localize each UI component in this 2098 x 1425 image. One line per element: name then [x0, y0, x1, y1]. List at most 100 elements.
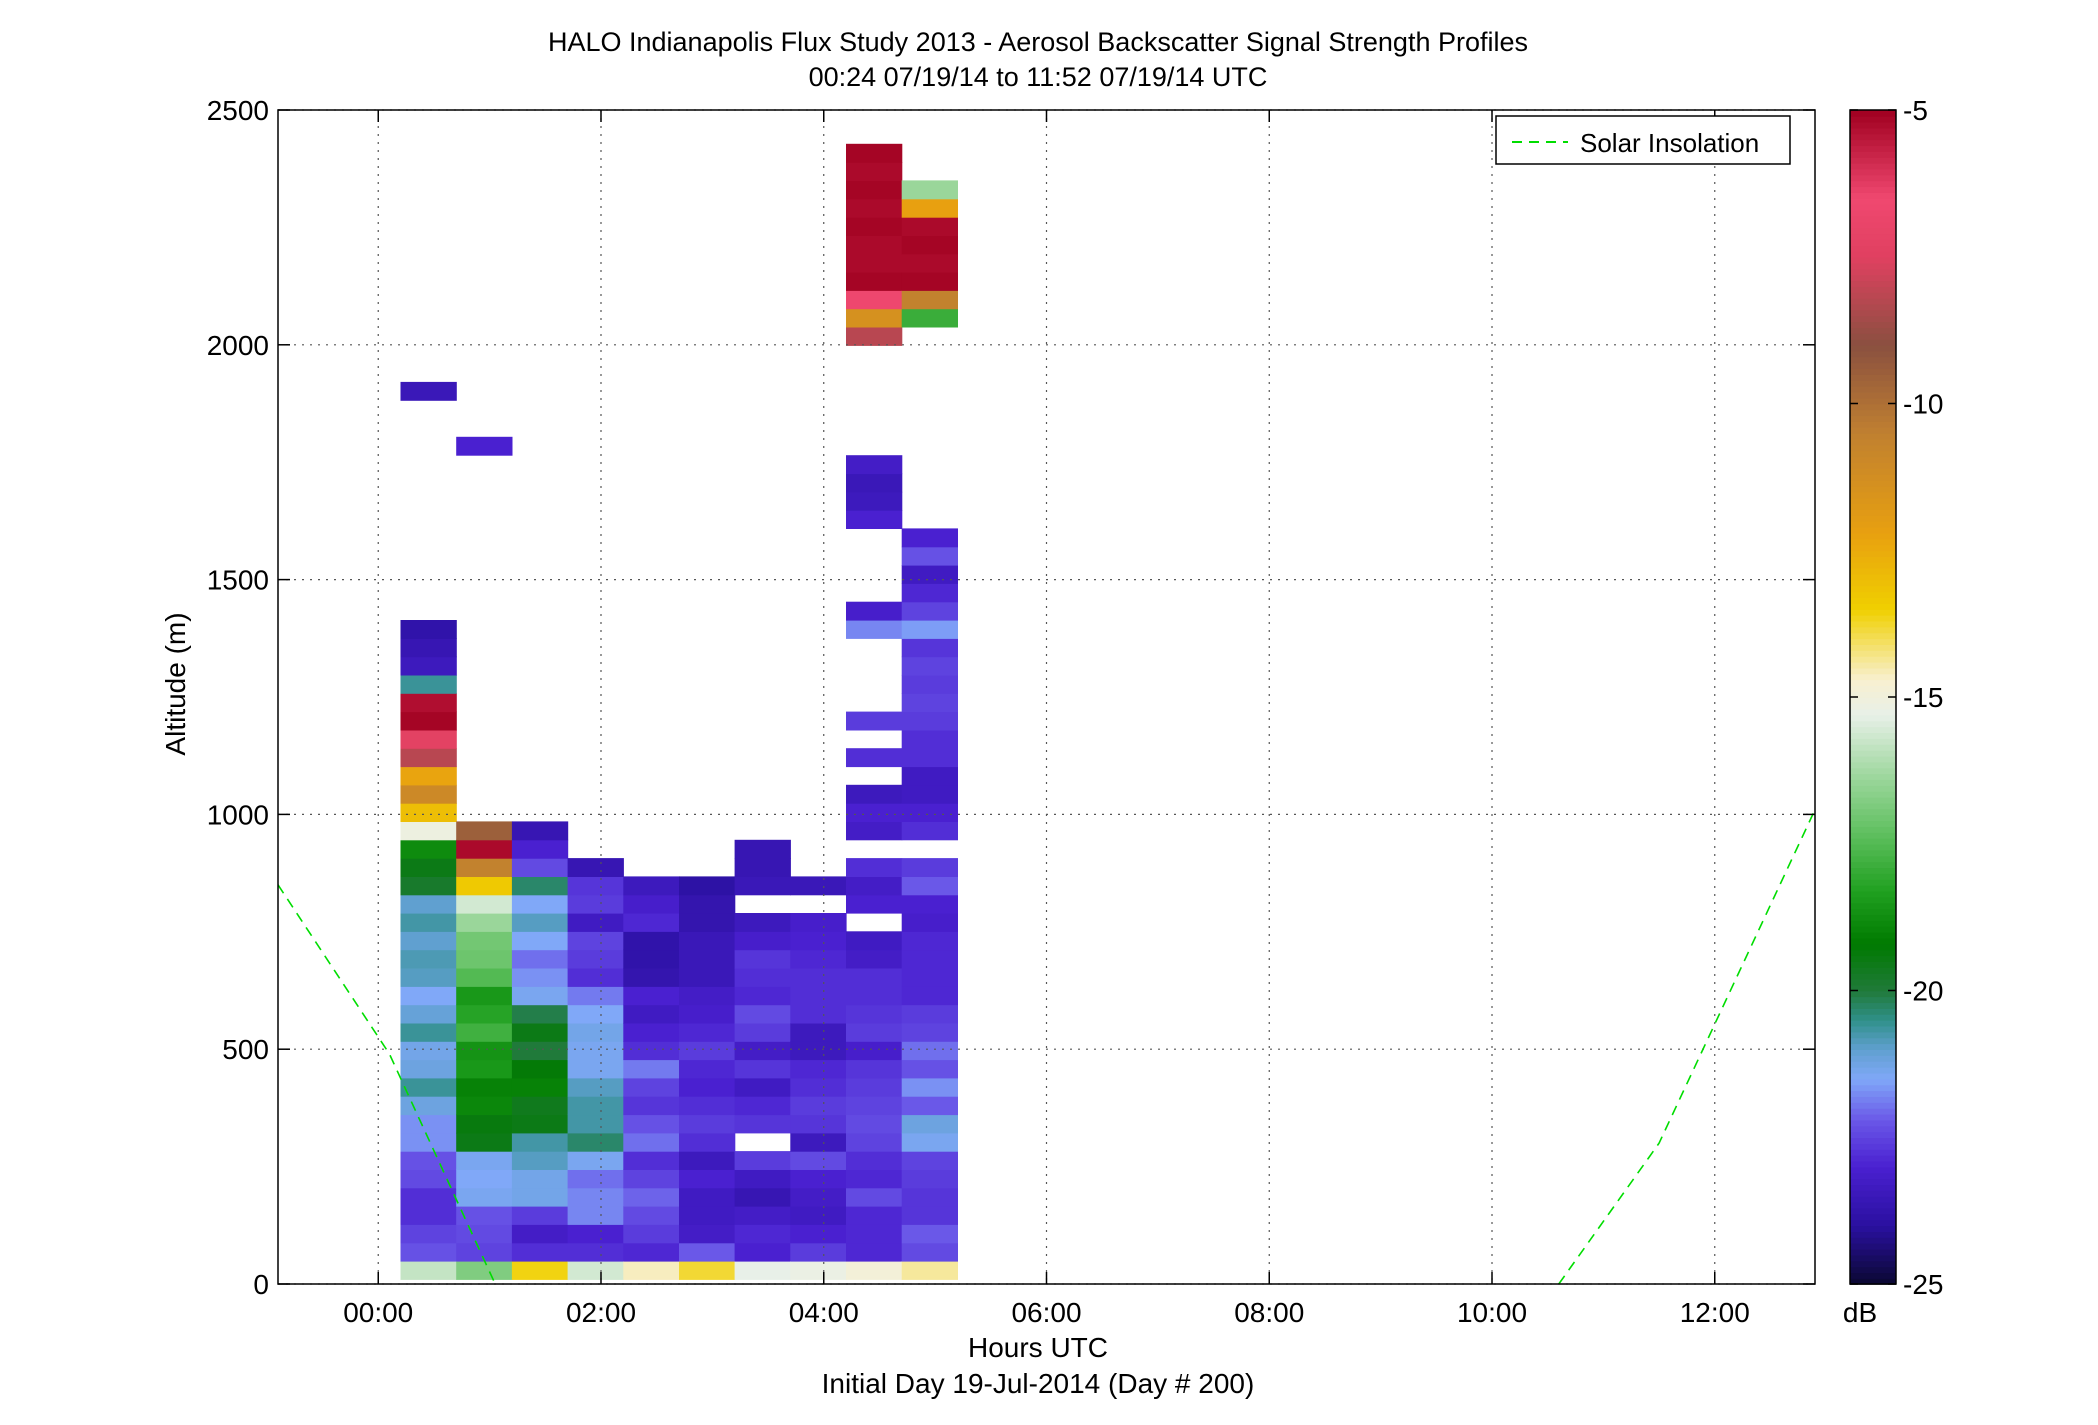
heatmap-cell — [734, 931, 791, 951]
colorbar-segment — [1850, 215, 1896, 223]
heatmap-cell — [901, 1022, 958, 1042]
heatmap-cell — [456, 839, 513, 859]
colorbar-segment — [1850, 1207, 1896, 1215]
colorbar-segment — [1850, 1019, 1896, 1027]
heatmap-cell — [901, 1151, 958, 1170]
heatmap-cell — [846, 1151, 903, 1170]
heatmap-cell — [679, 1242, 736, 1262]
x-tick-label: 04:00 — [789, 1297, 859, 1328]
heatmap-cell — [846, 162, 903, 181]
heatmap-cell — [734, 1206, 791, 1225]
colorbar-tick-label: -10 — [1903, 389, 1943, 420]
heatmap-cell — [456, 821, 513, 841]
heatmap-cell — [511, 968, 569, 987]
colorbar-segment — [1850, 655, 1896, 663]
colorbar-segment — [1850, 814, 1896, 822]
heatmap-cell — [901, 1169, 958, 1189]
heatmap-cell — [679, 1132, 736, 1152]
heatmap-cell — [511, 1022, 569, 1042]
heatmap-cell — [790, 1004, 847, 1024]
heatmap-cell — [846, 455, 903, 475]
heatmap-cell — [901, 1114, 958, 1134]
heatmap-cell — [901, 711, 958, 731]
heatmap-cell — [400, 729, 457, 749]
colorbar-segment — [1850, 873, 1896, 880]
colorbar-segment — [1850, 1102, 1896, 1109]
colorbar-segment — [1850, 415, 1896, 422]
heatmap-cell — [846, 784, 903, 804]
heatmap-cell — [456, 858, 513, 877]
heatmap-cell — [567, 1041, 624, 1061]
colorbar-segment — [1850, 473, 1896, 481]
colorbar-segment — [1850, 1237, 1896, 1244]
colorbar-segment — [1850, 931, 1896, 939]
heatmap-cell — [400, 1096, 457, 1116]
heatmap-cell — [511, 1261, 569, 1280]
colorbar-segment — [1850, 133, 1896, 141]
heatmap-cell — [790, 1261, 847, 1280]
colorbar-segment — [1850, 808, 1896, 816]
colorbar-segment — [1850, 256, 1896, 264]
colorbar-segment — [1850, 691, 1896, 698]
heatmap-cell — [846, 290, 903, 310]
heatmap-cell — [734, 839, 791, 859]
heatmap-cell — [679, 1004, 736, 1024]
colorbar-segment — [1850, 1225, 1896, 1232]
heatmap-cell — [790, 1096, 847, 1116]
colorbar-segment — [1850, 1272, 1896, 1279]
colorbar-segment — [1850, 790, 1896, 798]
colorbar-segment — [1850, 1166, 1896, 1174]
heatmap-cell — [734, 1041, 791, 1061]
heatmap-cell — [511, 1096, 569, 1116]
heatmap-cell — [734, 1096, 791, 1116]
colorbar-segment — [1850, 250, 1896, 258]
colorbar-segment — [1850, 826, 1896, 833]
colorbar-segment — [1850, 779, 1896, 786]
heatmap-cell — [846, 1242, 903, 1262]
heatmap-cell — [400, 894, 457, 914]
heatmap-cell — [901, 656, 958, 676]
heatmap-cell — [790, 986, 847, 1006]
heatmap-cell — [846, 894, 903, 914]
colorbar-segment — [1850, 380, 1896, 387]
colorbar-segment — [1850, 597, 1896, 604]
colorbar-segment — [1850, 421, 1896, 428]
heatmap-cell — [456, 1187, 513, 1207]
colorbar-segment — [1850, 937, 1896, 945]
colorbar-segment — [1850, 479, 1896, 487]
colorbar-segment — [1850, 908, 1896, 915]
heatmap-cell — [400, 674, 457, 694]
heatmap-cell — [901, 1041, 958, 1061]
heatmap-cell — [901, 1242, 958, 1262]
colorbar-segment — [1850, 673, 1896, 681]
colorbar-segment — [1850, 110, 1896, 117]
heatmap-cell — [846, 1261, 903, 1280]
colorbar-segment — [1850, 538, 1896, 546]
colorbar-tick-label: -15 — [1903, 682, 1943, 713]
heatmap-cell — [846, 601, 903, 621]
heatmap-cell — [623, 968, 680, 987]
colorbar-segment — [1850, 438, 1896, 446]
heatmap-cell — [846, 1224, 903, 1244]
heatmap-cell — [846, 986, 903, 1006]
colorbar-segment — [1850, 1119, 1896, 1127]
heatmap-cell — [511, 839, 569, 859]
colorbar-segment — [1850, 409, 1896, 417]
colorbar-segment — [1850, 1254, 1896, 1262]
heatmap-cell — [901, 894, 958, 914]
heatmap-cell — [734, 949, 791, 969]
colorbar-segment — [1850, 920, 1896, 927]
heatmap-cell — [734, 1022, 791, 1042]
colorbar-segment — [1850, 902, 1896, 910]
colorbar-segment — [1850, 978, 1896, 986]
colorbar-segment — [1850, 327, 1896, 334]
colorbar-segment — [1850, 620, 1896, 628]
heatmap-cell — [846, 858, 903, 877]
colorbar-segment — [1850, 532, 1896, 540]
colorbar-segment — [1850, 227, 1896, 235]
heatmap-cell — [456, 436, 513, 456]
heatmap-cell — [901, 1132, 958, 1152]
heatmap-cell — [901, 638, 958, 658]
heatmap-cell — [400, 1114, 457, 1134]
